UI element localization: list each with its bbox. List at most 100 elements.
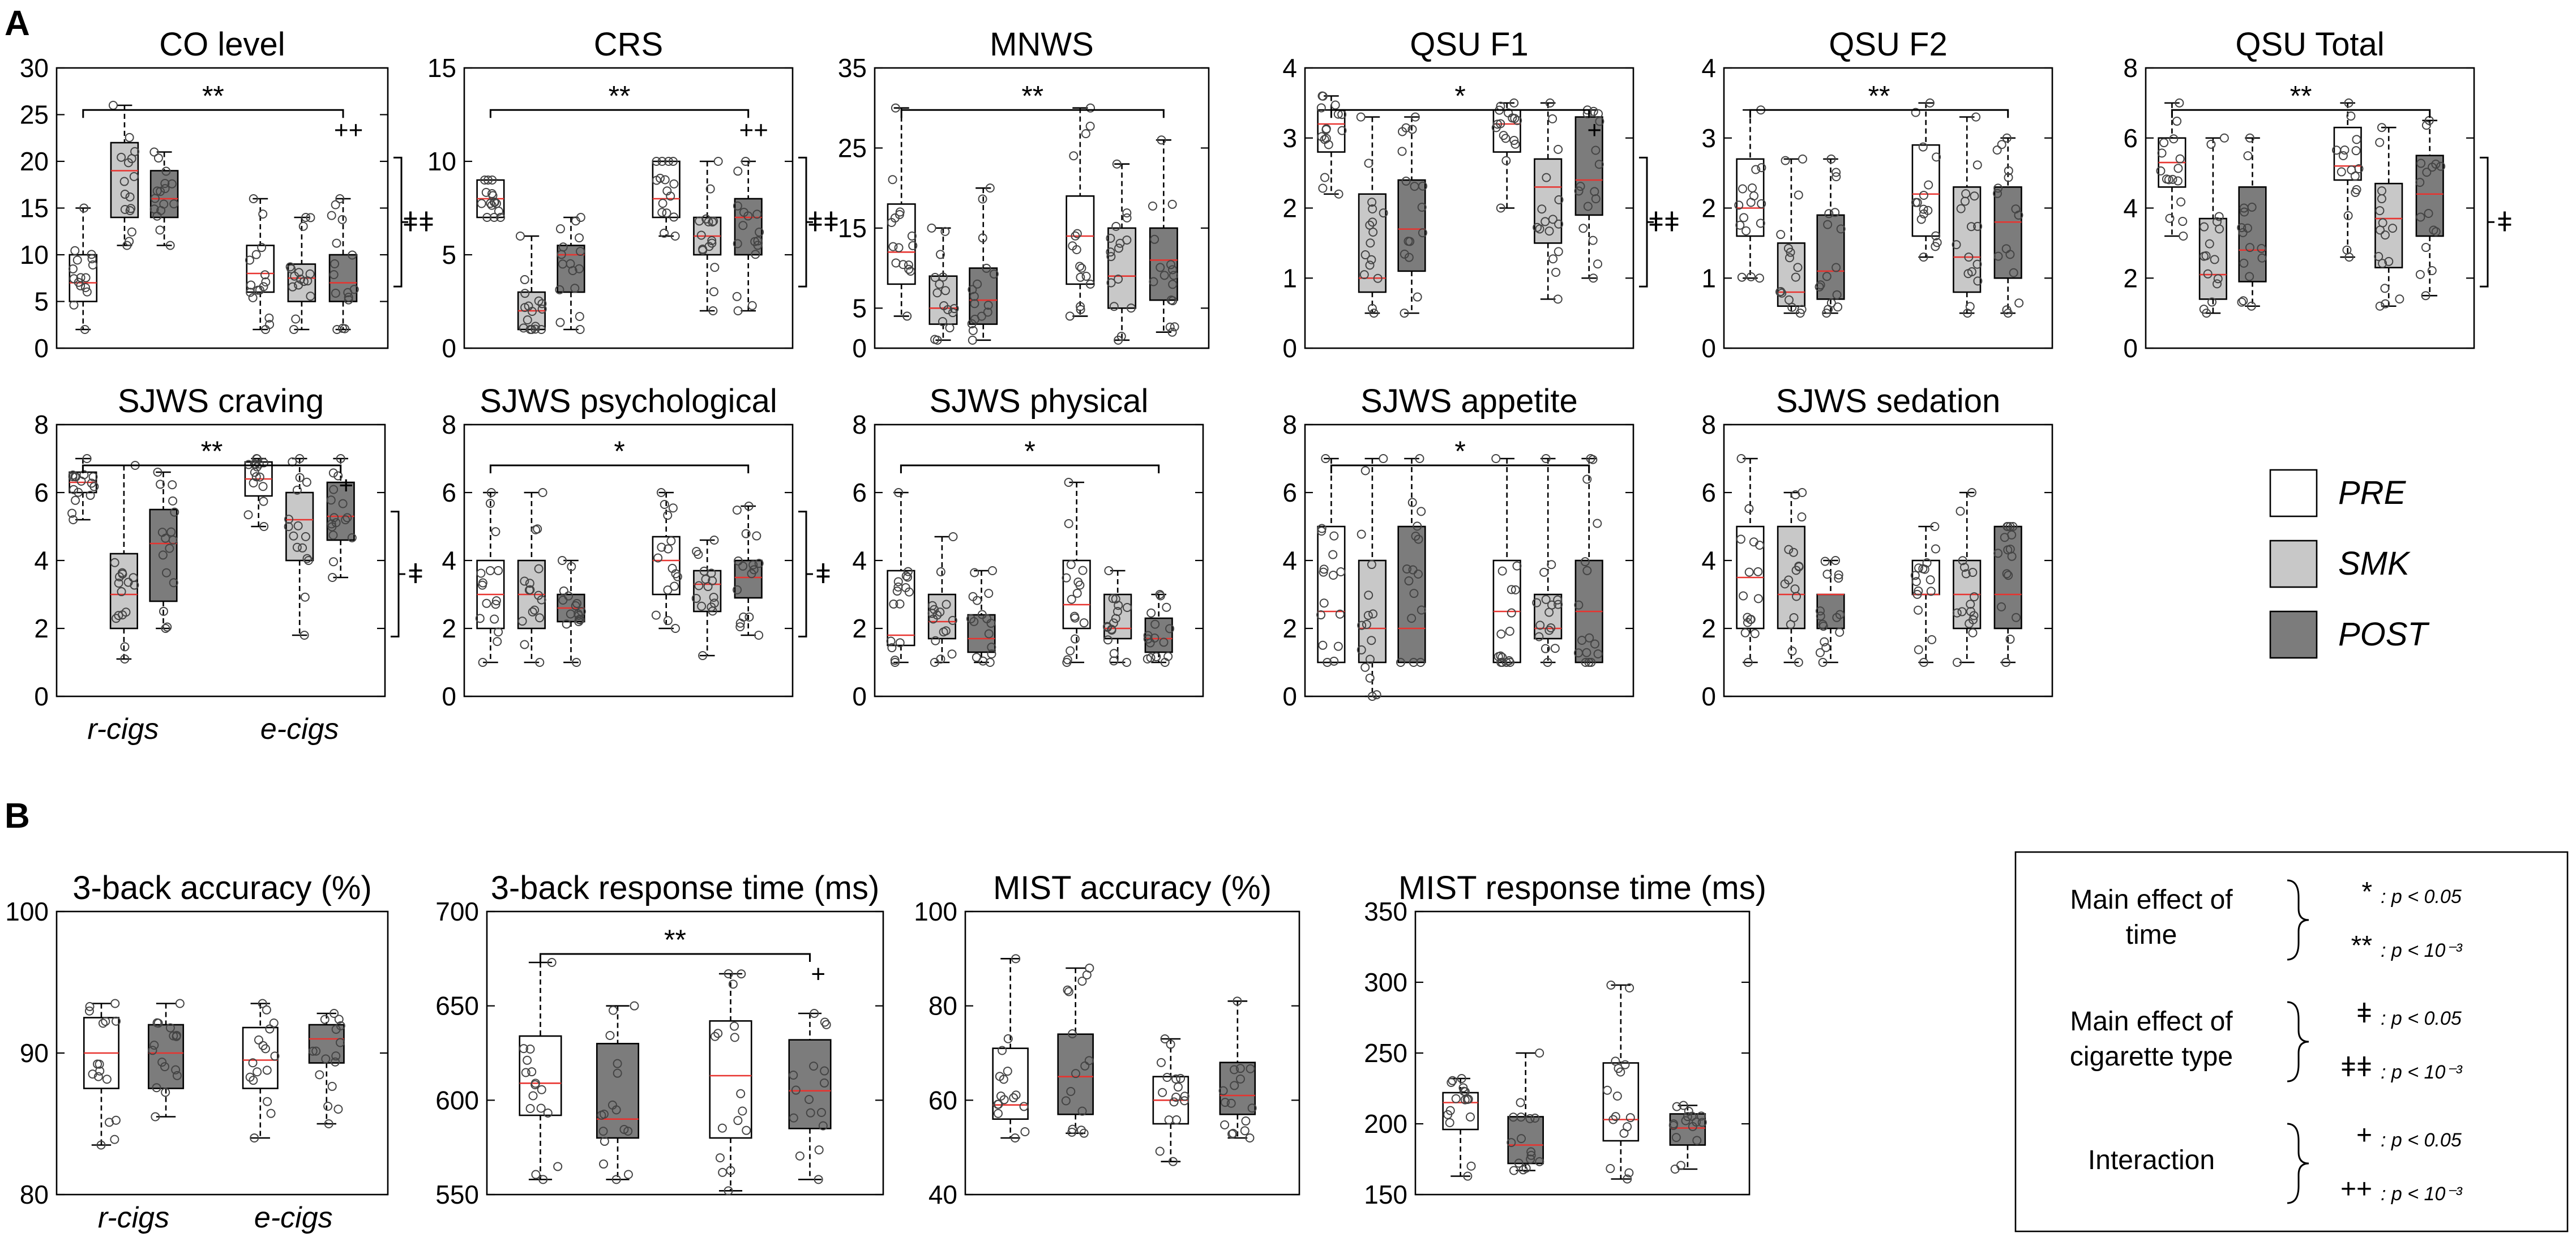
data-point: [1160, 1034, 1170, 1043]
y-tick-label: 2: [1701, 614, 1716, 643]
box-iqr: [1066, 195, 1095, 285]
data-point: [1972, 259, 1982, 269]
data-point: [1993, 183, 2003, 193]
data-point: [1085, 279, 1095, 289]
data-point: [2210, 255, 2219, 264]
legend-title: Interaction: [2088, 1145, 2215, 1175]
y-tick-label: 20: [20, 147, 49, 176]
data-point: [2377, 186, 2386, 196]
data-point: [1360, 250, 1370, 260]
data-point: [2257, 253, 2267, 263]
box-pre: [709, 969, 752, 1196]
data-point: [161, 1088, 170, 1097]
data-point: [1505, 627, 1514, 636]
data-point: [1956, 204, 1966, 213]
data-point: [1111, 221, 1121, 231]
data-point: [982, 263, 991, 273]
data-point: [1317, 132, 1326, 142]
data-point: [530, 605, 540, 615]
data-point: [299, 631, 309, 640]
data-point: [1159, 637, 1169, 647]
data-point: [1171, 1074, 1181, 1084]
data-point: [1070, 634, 1080, 644]
data-point: [940, 286, 950, 296]
data-point: [1150, 619, 1160, 629]
data-point: [972, 653, 981, 662]
data-point: [1588, 455, 1598, 464]
data-point: [2350, 172, 2360, 181]
data-point: [1466, 1161, 1476, 1171]
data-point: [2338, 151, 2348, 161]
data-point: [894, 243, 904, 253]
box-post: [1142, 590, 1175, 667]
data-point: [1079, 618, 1089, 628]
data-point: [1623, 1122, 1632, 1132]
data-point: [82, 287, 92, 297]
y-tick-label: 10: [20, 240, 49, 269]
data-point: [1834, 570, 1843, 580]
chart-title: MNWS: [990, 26, 1094, 63]
time-significance: *: [614, 435, 624, 467]
legend-mark: *: [2361, 877, 2372, 907]
y-tick-label: 0: [34, 333, 49, 363]
data-point: [575, 233, 584, 243]
data-point: [932, 610, 942, 620]
data-point: [1530, 1114, 1540, 1123]
data-point: [1071, 231, 1080, 241]
legend-brace: [2287, 879, 2309, 961]
box-post: [1574, 105, 1604, 283]
data-point: [482, 598, 491, 608]
y-tick-label: 80: [928, 991, 957, 1021]
data-point: [1924, 180, 1933, 190]
y-tick-label: 30: [20, 53, 49, 83]
data-point: [257, 243, 267, 253]
data-point: [752, 209, 762, 219]
data-point: [165, 241, 175, 250]
data-point: [906, 267, 915, 276]
panel-label-b: B: [5, 797, 30, 836]
data-point: [1372, 690, 1381, 700]
data-point: [250, 1133, 259, 1142]
data-point: [942, 600, 951, 609]
data-point: [69, 515, 78, 524]
data-point: [1542, 173, 1551, 182]
data-point: [1914, 563, 1924, 573]
data-point: [2238, 228, 2248, 237]
data-point: [1792, 592, 1802, 601]
data-point: [1086, 103, 1096, 113]
y-tick-label: 6: [1282, 478, 1297, 507]
data-point: [1228, 1128, 1238, 1138]
data-point: [1167, 327, 1177, 337]
time-bracket: [2171, 109, 2431, 118]
data-point: [728, 979, 738, 989]
chart-sjws-psychological: SJWS psychological 0 2 4 6 8 * ǂ: [442, 383, 831, 711]
data-point: [2213, 274, 2223, 284]
data-point: [1075, 262, 1085, 271]
data-point: [1741, 226, 1751, 236]
box-iqr: [285, 491, 314, 562]
data-point: [1576, 182, 1585, 191]
chart-title: 3-back accuracy (%): [72, 870, 372, 906]
data-point: [2173, 164, 2183, 173]
y-tick-label: 6: [1701, 478, 1716, 507]
data-point: [259, 522, 269, 531]
data-point: [695, 216, 704, 226]
data-point: [1401, 176, 1411, 186]
data-point: [1784, 545, 1794, 554]
data-point: [2380, 230, 2390, 240]
data-point: [85, 490, 95, 500]
data-point: [1794, 658, 1803, 667]
data-point: [1791, 272, 1800, 282]
data-point: [2014, 298, 2024, 308]
data-point: [292, 485, 302, 495]
data-point: [491, 596, 501, 606]
box-iqr: [1062, 559, 1091, 630]
data-point: [67, 508, 77, 518]
data-point: [2421, 291, 2430, 301]
data-point: [2004, 166, 2013, 176]
data-point: [169, 1031, 178, 1041]
data-point: [2337, 167, 2346, 177]
data-point: [1165, 624, 1175, 634]
data-point: [999, 1095, 1009, 1105]
data-point: [1541, 217, 1550, 226]
